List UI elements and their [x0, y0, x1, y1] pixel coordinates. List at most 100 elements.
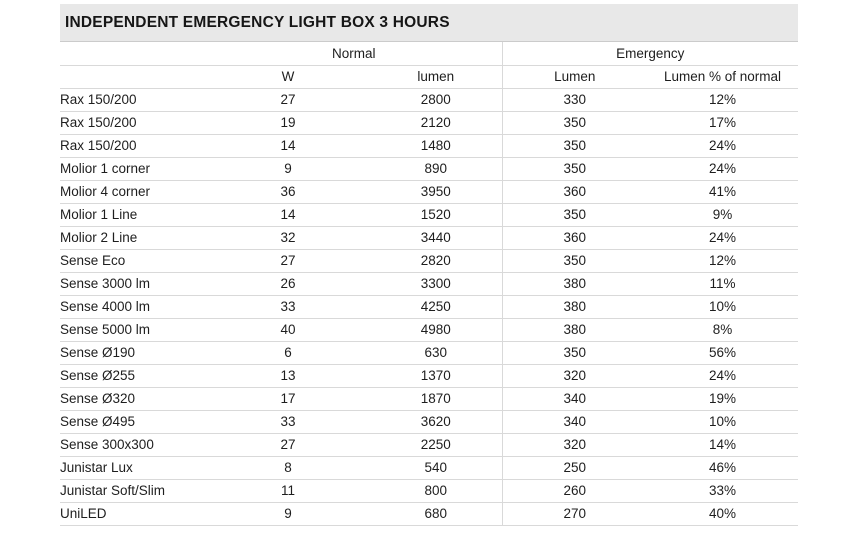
group-header-emergency: Emergency [501, 42, 799, 66]
lumen-percent-cell: 46% [647, 456, 799, 480]
table-title-bar: INDEPENDENT EMERGENCY LIGHT BOX 3 HOURS [60, 4, 798, 42]
normal-lumen-cell: 800 [370, 479, 503, 503]
product-name-cell: Molior 4 corner [60, 180, 206, 204]
product-name-cell: Sense Ø320 [60, 387, 206, 411]
product-name-cell: Sense 300x300 [60, 433, 206, 457]
emergency-lumen-cell: 350 [501, 157, 648, 181]
emergency-lumen-cell: 360 [501, 226, 648, 250]
table-body: Rax 150/200 27 2800 330 12% Rax 150/200 … [60, 88, 799, 526]
table-row: Rax 150/200 19 2120 350 17% [60, 111, 799, 135]
watt-cell: 13 [206, 364, 370, 388]
normal-lumen-cell: 1370 [370, 364, 503, 388]
product-name-cell: Junistar Lux [60, 456, 206, 480]
normal-lumen-cell: 3620 [370, 410, 503, 434]
normal-lumen-cell: 1870 [370, 387, 503, 411]
watt-cell: 14 [206, 134, 370, 158]
column-header-emergency-lumen: Lumen [501, 65, 648, 89]
lumen-percent-cell: 24% [647, 226, 799, 250]
lumen-percent-cell: 19% [647, 387, 799, 411]
table-row: Junistar Lux 8 540 250 46% [60, 456, 799, 480]
emergency-lumen-cell: 380 [501, 295, 648, 319]
emergency-lumen-cell: 250 [501, 456, 648, 480]
emergency-lumen-cell: 350 [501, 203, 648, 227]
table-row: Sense Ø255 13 1370 320 24% [60, 364, 799, 388]
group-header-row: Normal Emergency [60, 42, 799, 66]
corner-cell [60, 42, 206, 66]
lumen-percent-cell: 41% [647, 180, 799, 204]
product-name-cell: Sense Ø255 [60, 364, 206, 388]
column-header-w: W [206, 65, 370, 89]
table-row: Junistar Soft/Slim 11 800 260 33% [60, 479, 799, 503]
product-name-cell: Rax 150/200 [60, 111, 206, 135]
table-row: Rax 150/200 27 2800 330 12% [60, 88, 799, 112]
emergency-lumen-cell: 340 [501, 410, 648, 434]
table-row: Sense 3000 lm 26 3300 380 11% [60, 272, 799, 296]
watt-cell: 27 [206, 433, 370, 457]
product-name-cell: Junistar Soft/Slim [60, 479, 206, 503]
product-name-cell: Sense Ø190 [60, 341, 206, 365]
emergency-lumen-cell: 330 [501, 88, 648, 112]
watt-cell: 36 [206, 180, 370, 204]
table-row: Sense 4000 lm 33 4250 380 10% [60, 295, 799, 319]
watt-cell: 11 [206, 479, 370, 503]
table-row: Molior 2 Line 32 3440 360 24% [60, 226, 799, 250]
lumen-percent-cell: 56% [647, 341, 799, 365]
table-row: Sense Ø190 6 630 350 56% [60, 341, 799, 365]
watt-cell: 27 [206, 249, 370, 273]
column-header-lumen: lumen [370, 65, 503, 89]
table-row: Sense Eco 27 2820 350 12% [60, 249, 799, 273]
emergency-lumen-cell: 270 [501, 502, 648, 526]
table-row: Molior 4 corner 36 3950 360 41% [60, 180, 799, 204]
normal-lumen-cell: 2120 [370, 111, 503, 135]
lumen-percent-cell: 24% [647, 364, 799, 388]
product-name-cell: Sense Ø495 [60, 410, 206, 434]
emergency-lumen-cell: 320 [501, 433, 648, 457]
normal-lumen-cell: 1520 [370, 203, 503, 227]
lumen-percent-cell: 40% [647, 502, 799, 526]
watt-cell: 32 [206, 226, 370, 250]
normal-lumen-cell: 2250 [370, 433, 503, 457]
product-name-cell: Sense 4000 lm [60, 295, 206, 319]
column-header-row: W lumen Lumen Lumen % of normal [60, 65, 799, 89]
emergency-lumen-cell: 350 [501, 111, 648, 135]
normal-lumen-cell: 3950 [370, 180, 503, 204]
lumen-percent-cell: 12% [647, 88, 799, 112]
normal-lumen-cell: 2800 [370, 88, 503, 112]
watt-cell: 27 [206, 88, 370, 112]
lumen-percent-cell: 24% [647, 157, 799, 181]
emergency-lumen-cell: 340 [501, 387, 648, 411]
column-header-lumen-percent: Lumen % of normal [647, 65, 799, 89]
watt-cell: 26 [206, 272, 370, 296]
lumen-percent-cell: 12% [647, 249, 799, 273]
emergency-light-table: INDEPENDENT EMERGENCY LIGHT BOX 3 HOURS … [60, 4, 799, 526]
watt-cell: 9 [206, 157, 370, 181]
watt-cell: 8 [206, 456, 370, 480]
table-row: UniLED 9 680 270 40% [60, 502, 799, 526]
emergency-lumen-cell: 350 [501, 341, 648, 365]
emergency-lumen-cell: 380 [501, 318, 648, 342]
emergency-lumen-cell: 350 [501, 249, 648, 273]
normal-lumen-cell: 630 [370, 341, 503, 365]
column-header-blank [60, 65, 206, 89]
table-row: Sense Ø320 17 1870 340 19% [60, 387, 799, 411]
watt-cell: 6 [206, 341, 370, 365]
normal-lumen-cell: 3300 [370, 272, 503, 296]
emergency-lumen-cell: 360 [501, 180, 648, 204]
lumen-percent-cell: 10% [647, 410, 799, 434]
watt-cell: 17 [206, 387, 370, 411]
product-name-cell: Sense 5000 lm [60, 318, 206, 342]
lumen-percent-cell: 11% [647, 272, 799, 296]
product-name-cell: Rax 150/200 [60, 88, 206, 112]
emergency-lumen-cell: 260 [501, 479, 648, 503]
product-name-cell: Molior 1 corner [60, 157, 206, 181]
lumen-percent-cell: 24% [647, 134, 799, 158]
normal-lumen-cell: 680 [370, 502, 503, 526]
product-name-cell: UniLED [60, 502, 206, 526]
watt-cell: 14 [206, 203, 370, 227]
watt-cell: 9 [206, 502, 370, 526]
table-row: Sense 5000 lm 40 4980 380 8% [60, 318, 799, 342]
normal-lumen-cell: 890 [370, 157, 503, 181]
normal-lumen-cell: 2820 [370, 249, 503, 273]
table-row: Sense 300x300 27 2250 320 14% [60, 433, 799, 457]
product-name-cell: Sense Eco [60, 249, 206, 273]
